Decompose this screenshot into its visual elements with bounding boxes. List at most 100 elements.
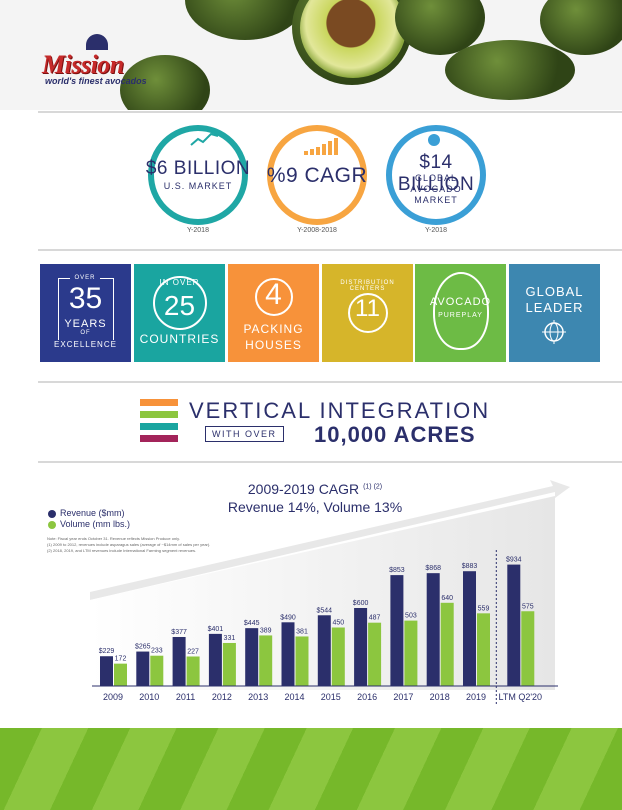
- stat-label: GLOBAL: [414, 173, 458, 183]
- tile-packing-houses: 4 PACKING HOUSES: [228, 264, 319, 362]
- bar-data-label: 559: [478, 605, 490, 612]
- vi-strip-teal: [140, 423, 178, 430]
- x-tick-label: 2009: [103, 692, 123, 702]
- tile-label: EXCELLENCE: [40, 340, 131, 349]
- chart-note: (1) 2009 to 2012, revenues include aspar…: [47, 542, 211, 547]
- bar-data-label: 172: [115, 656, 127, 663]
- stat-caption: Y-2018: [187, 227, 209, 234]
- x-tick-label: 2013: [248, 692, 268, 702]
- tile-label: HOUSES: [245, 338, 302, 352]
- tile-ring: [348, 293, 388, 333]
- bar-data-label: 503: [405, 613, 417, 620]
- tile-label: AVOCADO: [429, 296, 492, 308]
- globe-icon: [542, 320, 566, 344]
- bar-volume: [114, 663, 127, 686]
- bar-volume: [404, 620, 418, 686]
- hero-banner: [0, 0, 622, 110]
- bar-revenue: [136, 651, 150, 686]
- x-tick-label: 2015: [321, 692, 341, 702]
- bar-revenue: [245, 628, 259, 686]
- bar-revenue: [281, 622, 295, 686]
- bar-data-label: $401: [208, 626, 224, 633]
- bar-volume: [521, 611, 535, 686]
- stat-label: U.S. MARKET: [163, 181, 233, 191]
- bar-revenue: [507, 564, 521, 686]
- tile-label: COUNTRIES: [139, 332, 220, 346]
- bar-data-label: $445: [244, 620, 260, 627]
- bar-volume: [295, 636, 309, 686]
- avocado-outline-icon: [433, 272, 489, 350]
- bar-data-label: 233: [151, 648, 163, 655]
- tile-number: 11: [355, 295, 380, 322]
- bar-revenue: [426, 573, 440, 686]
- bar-data-label: 331: [224, 635, 236, 642]
- tile-label: GLOBAL: [525, 284, 584, 299]
- tile-label: PACKING: [243, 322, 304, 336]
- tile-distribution-centers: 11 DISTRIBUTION CENTERS: [322, 264, 413, 362]
- tile-of: OF: [80, 330, 91, 336]
- tile-ring: [153, 276, 207, 330]
- bar-revenue: [390, 575, 404, 686]
- bar-volume: [477, 613, 490, 686]
- chart-note: (2) 2018, 2019, and LTM revenues include…: [47, 548, 197, 553]
- x-tick-label: 2017: [393, 692, 413, 702]
- divider: [38, 461, 622, 463]
- avocado-image: [540, 0, 622, 55]
- bar-data-label: $265: [135, 644, 151, 651]
- bar-data-label: 389: [260, 627, 272, 634]
- bar-volume: [186, 656, 200, 686]
- avocado-half-image: [300, 0, 406, 78]
- vi-strip-orange: [140, 399, 178, 406]
- stat-ring-cagr: [267, 125, 367, 225]
- avocado-image: [445, 40, 575, 100]
- x-tick-label: 2011: [176, 692, 195, 702]
- bar-revenue: [463, 571, 476, 686]
- x-tick-label: 2012: [212, 692, 232, 702]
- globe-icon: [428, 134, 440, 146]
- avocado-image: [185, 0, 305, 40]
- footer-banner: [0, 728, 622, 810]
- bar-data-label: 487: [369, 615, 381, 622]
- bar-data-label: $490: [280, 614, 296, 621]
- tile-label: PUREPLAY: [438, 312, 483, 319]
- legend-volume-label: Volume (mm lbs.): [60, 519, 131, 529]
- tile-label: LEADER: [525, 300, 584, 315]
- bar-volume: [331, 627, 345, 686]
- legend-revenue-label: Revenue ($mm): [60, 508, 125, 518]
- bar-volume: [368, 622, 382, 686]
- bar-data-label: $934: [506, 557, 522, 564]
- x-tick-label: LTM Q2'20: [499, 692, 543, 702]
- tile-ring: [255, 278, 293, 316]
- tile-over: IN OVER: [159, 278, 200, 287]
- tile-avocado-pureplay: AVOCADO PUREPLAY: [415, 264, 506, 362]
- vi-with-over: WITH OVER: [205, 426, 284, 442]
- chart-title-text: 2009-2019 CAGR: [247, 481, 360, 497]
- bar-revenue: [172, 636, 186, 686]
- x-tick-label: 2016: [357, 692, 377, 702]
- tile-number: 35: [68, 282, 103, 315]
- tile-label: YEARS: [64, 318, 107, 330]
- vi-acres: 10,000 ACRES: [314, 422, 476, 447]
- bar-revenue: [100, 656, 113, 686]
- bar-volume: [222, 642, 236, 686]
- bar-data-label: 381: [296, 628, 308, 635]
- divider: [38, 381, 622, 383]
- bar-volume: [150, 655, 164, 686]
- stat-value: $14 BILLION: [397, 152, 475, 195]
- brand-tagline: world's finest avocados: [45, 76, 147, 86]
- vi-strip-maroon: [140, 435, 178, 442]
- tile-years: OVER 35 YEARS OF EXCELLENCE: [40, 264, 131, 362]
- growth-line-icon: [190, 132, 219, 146]
- chart-note: Note: Fiscal year ends October 31. Reven…: [47, 536, 180, 541]
- x-tick-label: 2018: [430, 692, 450, 702]
- avocado-image: [120, 55, 210, 110]
- stat-value: $6 BILLION: [145, 158, 251, 179]
- bar-data-label: $853: [389, 567, 405, 574]
- x-tick-label: 2010: [139, 692, 159, 702]
- bar-data-label: 575: [522, 603, 534, 610]
- tile-label: DISTRIBUTION CENTERS: [340, 280, 395, 292]
- legend-revenue-swatch: [48, 510, 56, 518]
- bar-data-label: 227: [187, 648, 199, 655]
- bar-revenue: [354, 608, 368, 686]
